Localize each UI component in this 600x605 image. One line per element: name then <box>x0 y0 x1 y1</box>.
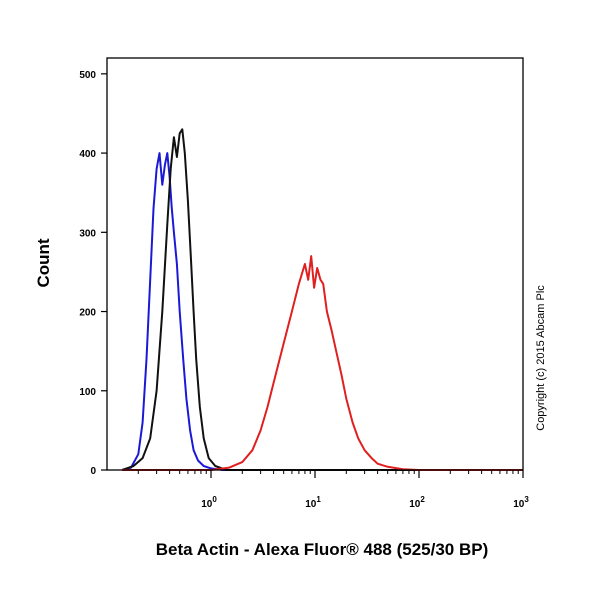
series-line-2 <box>121 128 523 471</box>
series-layer <box>121 128 523 471</box>
copyright-annotation: Copyright (c) 2015 Abcam Plc <box>535 285 547 431</box>
y-tick-label: 200 <box>79 308 96 319</box>
x-axis-ticks: 100 101 102 103 <box>137 470 529 510</box>
x-tick-label: 103 <box>513 495 529 510</box>
x-tick-label: 102 <box>409 495 425 510</box>
y-tick-label: 300 <box>79 228 96 239</box>
series-line-3 <box>122 255 523 471</box>
y-axis-title: Count <box>34 238 53 287</box>
y-tick-label: 100 <box>79 387 96 398</box>
x-tick-label: 101 <box>305 495 321 510</box>
y-tick-label: 400 <box>79 149 96 160</box>
y-axis-ticks: 0 100 200 300 400 500 <box>79 70 107 477</box>
y-tick-label: 500 <box>79 70 96 81</box>
y-tick-label: 0 <box>90 466 96 477</box>
series-line-1 <box>121 152 523 471</box>
x-axis-title: Beta Actin - Alexa Fluor® 488 (525/30 BP… <box>156 540 489 559</box>
x-tick-label: 100 <box>201 495 217 510</box>
